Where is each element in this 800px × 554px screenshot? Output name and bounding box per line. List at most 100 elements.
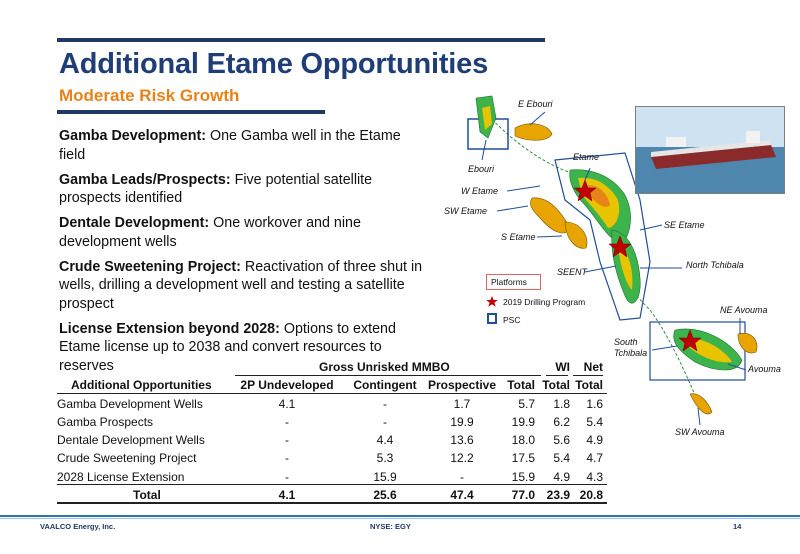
- legend-psc-label: PSC: [503, 315, 521, 325]
- title-top-rule: [57, 38, 545, 42]
- drilling-star: [573, 179, 597, 202]
- col-header-2p: 2P Undeveloped: [240, 378, 334, 393]
- table-total-row: Total 4.1 25.6 47.4 77.0 23.9 20.8: [57, 486, 607, 504]
- opportunities-table: Gross Unrisked MMBO WI Net Additional Op…: [57, 358, 607, 504]
- row-wi-total: 4.9: [553, 469, 570, 484]
- legend-platforms: Platforms: [486, 274, 541, 290]
- bullet-heading: Gamba Leads/Prospects:: [59, 171, 231, 188]
- total-contingent: 25.6: [373, 488, 397, 503]
- wi-header-rule: [546, 375, 568, 376]
- row-2p: -: [285, 469, 289, 484]
- map-label-sw-avouma: SW Avouma: [675, 427, 725, 437]
- row-2p: -: [285, 433, 289, 448]
- row-contingent: -: [383, 396, 387, 411]
- group-header-rule: [235, 375, 541, 376]
- row-name: Gamba Prospects: [57, 414, 154, 429]
- total-label: Total: [133, 488, 161, 503]
- row-2p: -: [285, 451, 289, 466]
- field-ne-avouma: [737, 332, 758, 354]
- row-name: 2028 License Extension: [57, 469, 185, 484]
- col-header-wi-total: Total: [542, 378, 570, 393]
- bullet-heading: Gamba Development:: [59, 128, 206, 144]
- col-header-total: Total: [507, 378, 535, 393]
- field-s-etame: [564, 221, 588, 249]
- row-2p: -: [285, 414, 289, 429]
- row-prospective: 1.7: [453, 396, 471, 411]
- row-total: 18.0: [511, 433, 535, 448]
- bullet-text: Reactivation of three shut in wells, dri…: [59, 258, 423, 312]
- bullet-text: One workover and nine development wells: [59, 215, 361, 250]
- map-label-seent: SEENT: [557, 267, 588, 277]
- row-prospective: 12.2: [450, 451, 474, 466]
- table-row: Gamba Prospects - - 19.9 19.9 6.2 5.4: [57, 413, 607, 431]
- row-contingent: 15.9: [373, 469, 397, 484]
- field-e-ebouri: [514, 123, 553, 141]
- bullet-list: Gamba Development: One Gamba well in the…: [59, 127, 429, 382]
- bullet-text: Five potential satellite prospects ident…: [59, 171, 373, 207]
- col-header-prospective: Prospective: [427, 378, 497, 393]
- map-label-sw-etame: SW Etame: [444, 206, 488, 216]
- map-label-s-etame: S Etame: [501, 232, 536, 242]
- total-bottom-rule: [57, 502, 607, 504]
- map-label-se-etame: SE Etame: [664, 220, 705, 230]
- page-title: Additional Etame Opportunities: [59, 48, 489, 80]
- fpso-photo: [635, 106, 785, 194]
- col-header-contingent: Contingent: [353, 378, 417, 393]
- row-total: 5.7: [518, 396, 535, 411]
- map-label-ebouri: Ebouri: [468, 164, 495, 174]
- map-label-etame: Etame: [573, 152, 600, 162]
- legend-psc-icon: [487, 313, 497, 324]
- pipeline-line: [484, 111, 696, 396]
- map-label-w-etame: W Etame: [461, 186, 499, 196]
- field-sw-avouma: [689, 393, 713, 415]
- row-total: 19.9: [511, 414, 535, 429]
- bullet-item: Gamba Leads/Prospects: Five potential sa…: [59, 171, 429, 208]
- total-net: 20.8: [579, 488, 603, 503]
- bullet-text: Options to extend Etame license up to 20…: [59, 320, 396, 374]
- row-2p: 4.1: [278, 396, 296, 411]
- total-total: 77.0: [511, 488, 535, 503]
- row-name: Crude Sweetening Project: [57, 451, 197, 466]
- table-row: Crude Sweetening Project - 5.3 12.2 17.5…: [57, 449, 607, 467]
- bullet-item: Dentale Development: One workover and ni…: [59, 214, 429, 251]
- group-header-gross: Gross Unrisked MMBO: [319, 360, 450, 374]
- col-header-net-total: Total: [575, 378, 603, 393]
- block-map: [467, 95, 758, 426]
- row-net-total: 4.7: [586, 451, 603, 466]
- bullet-heading: Crude Sweetening Project:: [59, 258, 241, 275]
- net-header-rule: [573, 375, 603, 376]
- bullet-item: Gamba Development: One Gamba well in the…: [59, 127, 429, 164]
- page-subtitle: Moderate Risk Growth: [59, 86, 240, 105]
- bullet-heading: License Extension beyond 2028:: [59, 320, 280, 337]
- row-contingent: 4.4: [376, 433, 394, 448]
- footer-company: VAALCO Energy, Inc.: [40, 522, 116, 531]
- row-net-total: 5.4: [586, 414, 603, 429]
- drilling-star: [608, 235, 632, 258]
- map-label-avouma: Avouma: [748, 364, 781, 374]
- drilling-star: [678, 329, 702, 352]
- col-header-name: Additional Opportunities: [71, 378, 212, 393]
- row-name: Dentale Development Wells: [57, 433, 205, 448]
- row-contingent: 5.3: [376, 451, 394, 466]
- row-prospective: 13.6: [450, 433, 474, 448]
- table-row: Dentale Development Wells - 4.4 13.6 18.…: [57, 431, 607, 449]
- bullet-text: One Gamba well in the Etame field: [59, 128, 401, 163]
- row-wi-total: 6.2: [553, 414, 570, 429]
- row-net-total: 4.3: [586, 469, 603, 484]
- row-prospective: 19.9: [450, 414, 474, 429]
- footer-rule-light: [0, 518, 800, 519]
- group-header-wi: WI: [555, 360, 570, 374]
- row-wi-total: 5.6: [553, 433, 570, 448]
- table-row: 2028 License Extension - 15.9 - 15.9 4.9…: [57, 468, 607, 486]
- footer-page-number: 14: [733, 522, 742, 531]
- total-2p: 4.1: [278, 488, 296, 503]
- field-etame-block: [554, 152, 651, 321]
- row-net-total: 1.6: [586, 396, 603, 411]
- total-prospective: 47.4: [450, 488, 474, 503]
- legend-drilling-label: 2019 Drilling Program: [503, 297, 586, 307]
- row-total: 17.5: [511, 451, 535, 466]
- total-top-rule: [57, 484, 607, 485]
- row-prospective: -: [460, 469, 464, 484]
- header-bottom-rule: [57, 393, 607, 394]
- total-wi: 23.9: [546, 488, 570, 503]
